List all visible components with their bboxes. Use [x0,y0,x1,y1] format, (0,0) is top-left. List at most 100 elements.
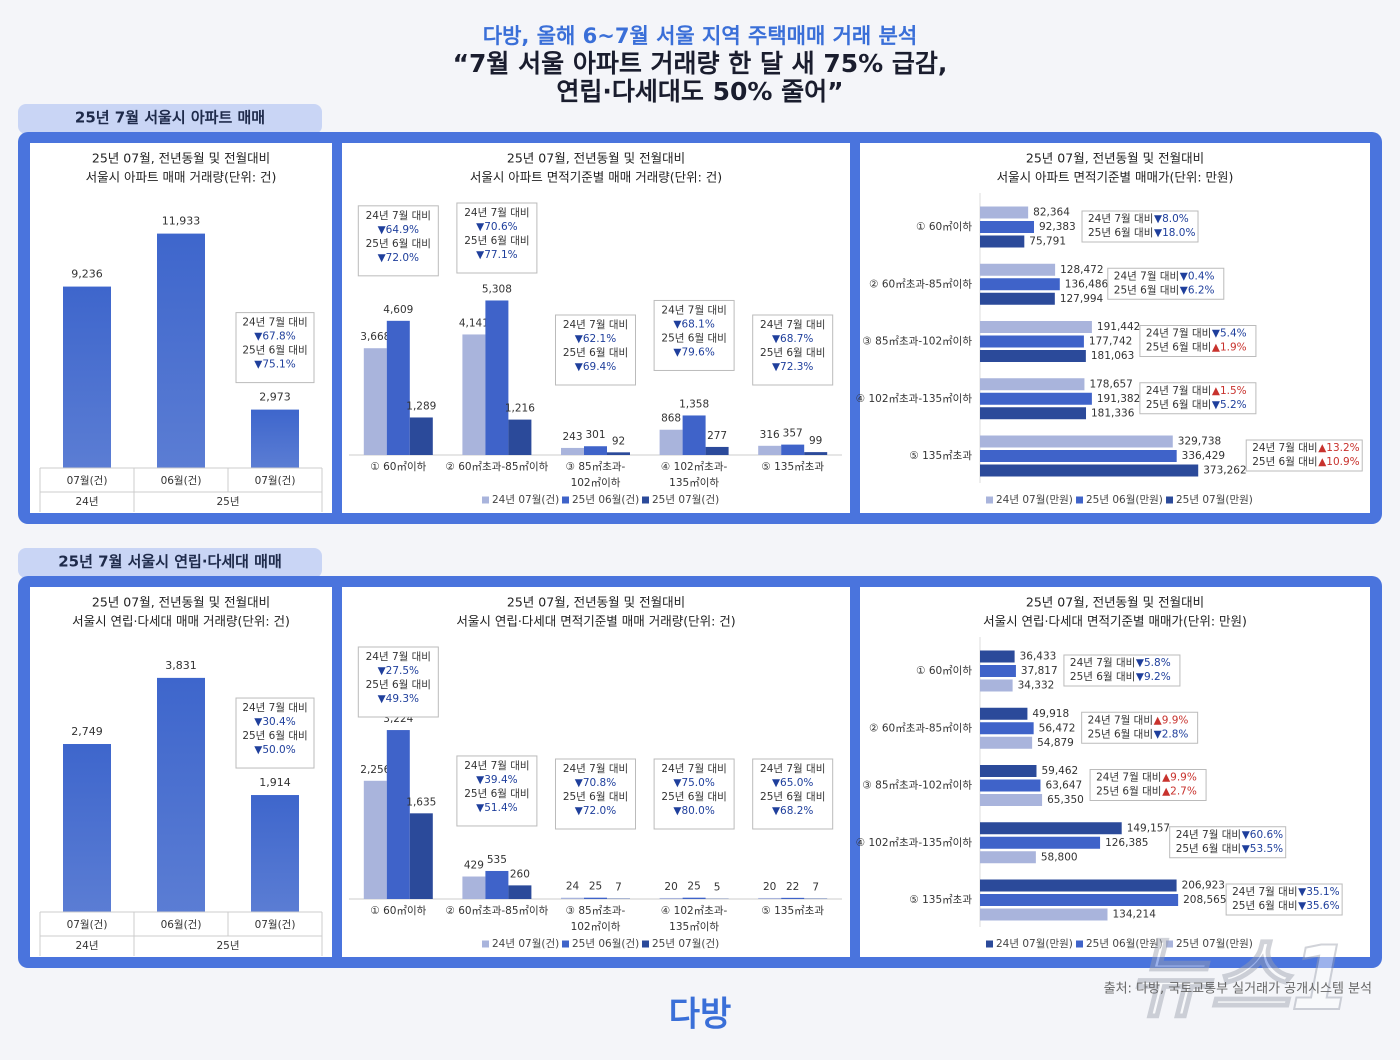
value-label: 2,973 [259,391,291,404]
annotation-change: ▼67.8% [254,331,295,343]
value-label: 243 [562,431,582,443]
annotation-change: ▼70.8% [575,777,616,789]
bar [386,730,410,899]
value-label: 24 [566,881,580,893]
chart-subtitle: 서울시 아파트 매매 거래량(단위: 건) [86,170,277,185]
x-tick-label: 06월(건) [161,919,202,931]
annotation-label: 24년 7월 대비 [242,317,307,329]
legend-swatch [986,940,993,948]
annotation-label: 25년 6월 대비 [760,347,825,359]
annotation-change: ▼68.7% [772,333,813,345]
bar [980,765,1037,777]
annotation-label: 25년 6월 대비 [1114,284,1179,296]
legend-swatch [642,496,649,504]
bar [682,897,706,899]
value-label: 260 [510,868,530,880]
x-tick-label: 06월(건) [161,475,202,487]
category-label: ② 60㎡초과-85㎡이하 [445,904,548,917]
annotation-change: ▲2.7% [1162,786,1197,798]
annotation-change: ▼35.1% [1298,886,1339,898]
annotation-label: 24년 7월 대비 [1252,442,1317,454]
value-label: 49,918 [1032,708,1069,720]
bar [980,894,1179,906]
source: 출처: 다방, 국토교통부 실거래가 공개시스템 분석 [1104,982,1372,997]
annotation-label: 25년 6월 대비 [1146,399,1211,411]
value-label: 2,749 [71,725,103,738]
annotation-label: 25년 6월 대비 [366,679,431,691]
value-label: 316 [760,429,780,441]
category-label: ② 60㎡초과-85㎡이하 [445,460,548,473]
category-label: ① 60㎡이하 [916,220,972,233]
category-label: ⑤ 135㎡초과 [909,894,972,906]
legend-label: 25년 07월(건) [652,494,719,506]
value-label: 82,364 [1033,207,1070,219]
value-label: 37,817 [1021,665,1058,677]
annotation-change: ▼18.0% [1154,227,1195,239]
value-label: 134,214 [1113,909,1157,921]
category-label-line: ④ 102㎡초과- [661,461,728,473]
bar [485,870,509,899]
legend-swatch [482,496,489,504]
chart-title: 25년 07월, 전년동월 및 전월대비 [92,595,270,610]
annotation-change: ▲1.9% [1212,342,1247,354]
annotation-label: 25년 6월 대비 [1088,227,1153,239]
x-tick-label: 07월(건) [255,919,296,931]
annotation-label: 24년 7월 대비 [661,304,726,316]
legend-label: 24년 07월(건) [492,938,559,950]
annotation-label: 25년 6월 대비 [242,345,307,357]
bar [980,450,1177,462]
legend-swatch [642,940,649,948]
annotation-label: 24년 7월 대비 [464,760,529,772]
value-label: 63,647 [1045,780,1082,792]
chart-subtitle: 서울시 아파트 면적기준별 매매가(단위: 만원) [997,170,1234,185]
bar [804,452,828,455]
annotation-change: ▲13.2% [1318,442,1359,454]
bar [980,879,1177,892]
annotation-box [1081,210,1199,243]
value-label: 329,738 [1178,436,1221,448]
value-label: 4,609 [383,304,413,316]
bar [607,452,630,455]
value-label: 277 [707,430,727,442]
annotation-label: 25년 6월 대비 [563,347,628,359]
bar [980,407,1087,420]
category-label-line: 135㎡이하 [669,920,719,933]
value-label: 357 [783,428,803,440]
annotation-change: ▼5.4% [1212,328,1247,340]
bar [363,780,387,899]
annotation-label: 24년 7월 대비 [1176,829,1241,841]
annotation-change: ▼30.4% [254,716,295,728]
legend-label: 24년 07월(만원) [996,494,1073,506]
bar [758,445,782,455]
category-label: ④ 102㎡초과-135㎡이하 [856,392,973,405]
legend-label: 24년 07월(만원) [996,938,1073,950]
bar [758,897,782,899]
value-label: 181,063 [1091,350,1134,362]
legend-label: 25년 06월(만원) [1086,494,1163,506]
group-label: 25년 [216,940,239,952]
annotation-label: 24년 7월 대비 [1146,385,1211,397]
chart-title: 25년 07월, 전년동월 및 전월대비 [507,151,685,166]
category-label: ④ 102㎡초과-135㎡이하 [661,905,728,933]
annotation-box [456,202,538,274]
annotation-label: 25년 6월 대비 [1088,728,1153,740]
annotation-change: ▼60.6% [1242,829,1283,841]
annotation-change: ▼72.0% [378,252,419,264]
category-label-line: ③ 85㎡초과- [566,461,626,473]
annotation-label: 24년 7월 대비 [1088,714,1153,726]
value-label: 1,914 [259,776,291,789]
legend-swatch [986,496,993,504]
annotation-label: 24년 7월 대비 [1232,886,1297,898]
annotation-label: 25년 6월 대비 [464,788,529,800]
bar [462,876,486,899]
legend-swatch [482,940,489,948]
legend-label: 24년 07월(건) [492,494,559,506]
bar [980,350,1086,362]
annotation-change: ▼27.5% [378,665,419,677]
headline: “7월 서울 아파트 거래량 한 달 새 75% 급감, [453,49,948,78]
annotation-box [555,758,636,830]
legend-label: 25년 07월(건) [652,938,719,950]
value-label: 177,742 [1089,336,1132,348]
bar [561,447,584,455]
